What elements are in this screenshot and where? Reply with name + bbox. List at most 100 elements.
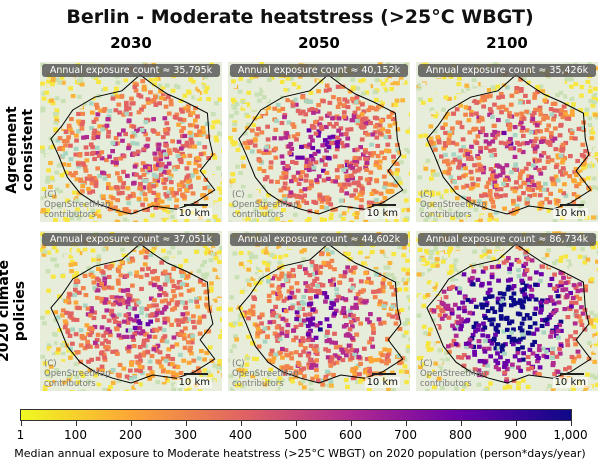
heat-cell xyxy=(240,119,245,124)
heat-cell xyxy=(137,321,143,326)
heat-cell xyxy=(42,215,48,220)
heat-cell xyxy=(278,350,284,355)
heat-cell xyxy=(401,253,407,258)
heat-cell xyxy=(285,323,291,328)
heat-cell xyxy=(164,83,170,88)
heat-cell xyxy=(252,296,258,302)
heat-cell xyxy=(323,347,328,352)
heat-cell xyxy=(286,274,292,279)
heat-cell xyxy=(334,168,340,173)
heat-cell xyxy=(379,88,385,93)
heat-cell xyxy=(375,143,381,149)
heat-cell xyxy=(43,198,48,203)
heat-cell xyxy=(257,270,263,275)
heat-cell xyxy=(364,356,370,362)
heat-cell xyxy=(217,107,222,112)
heat-cell xyxy=(298,111,303,116)
heat-cell xyxy=(148,296,154,301)
heat-cell xyxy=(291,295,297,300)
heat-cell xyxy=(327,278,333,284)
heat-cell xyxy=(495,342,501,347)
heat-cell xyxy=(422,201,427,207)
heat-cell xyxy=(514,220,519,222)
scale-bar xyxy=(372,373,396,375)
heat-cell xyxy=(254,356,259,362)
heat-cell xyxy=(402,139,408,144)
heat-cell xyxy=(211,148,217,153)
heat-cell xyxy=(552,126,558,131)
heat-cell xyxy=(404,369,410,374)
heat-cell xyxy=(408,337,410,342)
heat-cell xyxy=(196,369,202,375)
heat-cell xyxy=(69,184,74,189)
heat-cell xyxy=(262,366,268,371)
heat-cell xyxy=(287,202,293,207)
heat-cell xyxy=(174,342,180,347)
heat-cell xyxy=(186,173,191,178)
heat-cell xyxy=(76,216,82,221)
heat-cell xyxy=(228,246,234,251)
heat-cell xyxy=(266,279,271,284)
heat-cell xyxy=(327,122,333,127)
heat-cell xyxy=(95,332,101,337)
heat-cell xyxy=(72,246,77,251)
heat-cell xyxy=(301,366,307,371)
heat-cell xyxy=(112,319,118,324)
heat-cell xyxy=(167,151,173,156)
heat-cell xyxy=(572,136,578,141)
heat-cell xyxy=(169,208,174,213)
heat-cell xyxy=(92,211,98,217)
heat-cell xyxy=(395,143,400,148)
heat-cell xyxy=(277,260,283,265)
heat-cell xyxy=(166,148,172,153)
heat-cell xyxy=(341,167,347,172)
heat-cell xyxy=(45,373,51,378)
heat-cell xyxy=(85,306,91,311)
heat-cell xyxy=(239,368,245,374)
heat-cell xyxy=(586,140,592,146)
heat-cell xyxy=(343,166,349,171)
heat-cell xyxy=(155,380,161,385)
heat-cell xyxy=(53,114,59,119)
heat-cell xyxy=(367,320,372,325)
heat-cell xyxy=(49,383,55,388)
heat-cell xyxy=(468,169,474,174)
heat-cell xyxy=(293,324,299,330)
heat-cell xyxy=(523,295,528,300)
heat-cell xyxy=(405,258,410,263)
heat-cell xyxy=(380,289,386,294)
heat-cell xyxy=(176,122,182,127)
heat-cell xyxy=(279,271,285,276)
heat-cell xyxy=(68,205,74,210)
heat-cell xyxy=(407,149,410,154)
heat-cell xyxy=(585,79,591,85)
heat-cell xyxy=(373,190,379,195)
heat-cell xyxy=(555,153,561,158)
heat-cell xyxy=(397,326,403,332)
heat-cell xyxy=(408,277,410,282)
heat-cell xyxy=(321,99,326,104)
heat-cell xyxy=(317,270,323,275)
heat-cell xyxy=(213,383,219,388)
heat-cell xyxy=(196,175,201,180)
heat-cell xyxy=(470,182,476,187)
heat-cell xyxy=(166,190,172,195)
heat-cell xyxy=(240,100,246,105)
heat-cell xyxy=(457,76,462,81)
heat-cell xyxy=(532,370,538,375)
heat-cell xyxy=(356,183,362,188)
heat-cell xyxy=(71,248,77,254)
heat-cell xyxy=(456,155,462,160)
heat-cell xyxy=(340,80,346,85)
heat-cell xyxy=(379,249,385,254)
heat-cell xyxy=(144,245,150,250)
heat-cell xyxy=(73,146,79,151)
heat-cell xyxy=(103,330,109,335)
heat-cell xyxy=(511,327,516,332)
heat-cell xyxy=(490,85,496,90)
heat-cell xyxy=(518,184,523,189)
heat-cell xyxy=(105,345,111,350)
heat-cell xyxy=(54,340,59,346)
map-panel: Annual exposure count ≈ 40,152k (C) OpenS… xyxy=(228,62,410,222)
heat-cell xyxy=(296,245,301,250)
